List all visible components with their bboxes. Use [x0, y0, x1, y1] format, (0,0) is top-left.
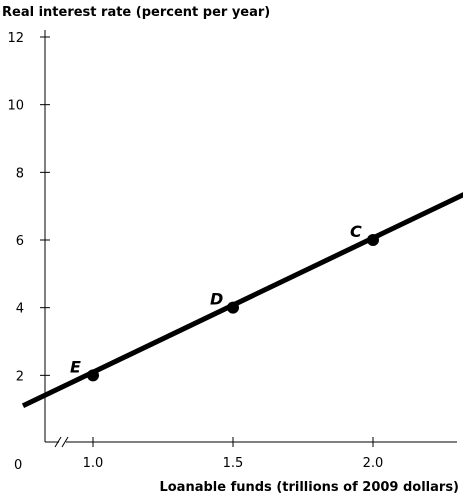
slf-curve [21, 192, 463, 409]
point-label-c: C [350, 222, 362, 241]
x-tick-label: 2.0 [363, 456, 384, 471]
y-tick-label: 8 [16, 166, 24, 181]
y-tick-label: 6 [16, 234, 24, 249]
point-c [367, 234, 379, 247]
origin-label: 0 [14, 458, 22, 473]
point-label-e: E [70, 357, 81, 376]
point-label-d: D [210, 290, 223, 309]
data-points: ABCDE [70, 222, 379, 382]
point-d [227, 301, 239, 314]
series-lines: SLF [21, 192, 463, 409]
axes [44, 30, 457, 448]
y-tick-label: 4 [16, 302, 24, 317]
y-tick-label: 10 [7, 99, 24, 114]
x-tick-label: 1.5 [223, 456, 244, 471]
x-axis-break-mark-1 [54, 436, 62, 448]
x-tick-label: 1.0 [83, 456, 104, 471]
y-tick-label: 12 [7, 31, 24, 46]
y-tick-label: 2 [16, 369, 24, 384]
point-e [87, 369, 99, 382]
x-axis-title: Loanable funds (trillions of 2009 dollar… [159, 480, 459, 495]
y-axis-title: Real interest rate (percent per year) [2, 5, 270, 20]
x-axis-break-mark-2 [61, 436, 69, 448]
